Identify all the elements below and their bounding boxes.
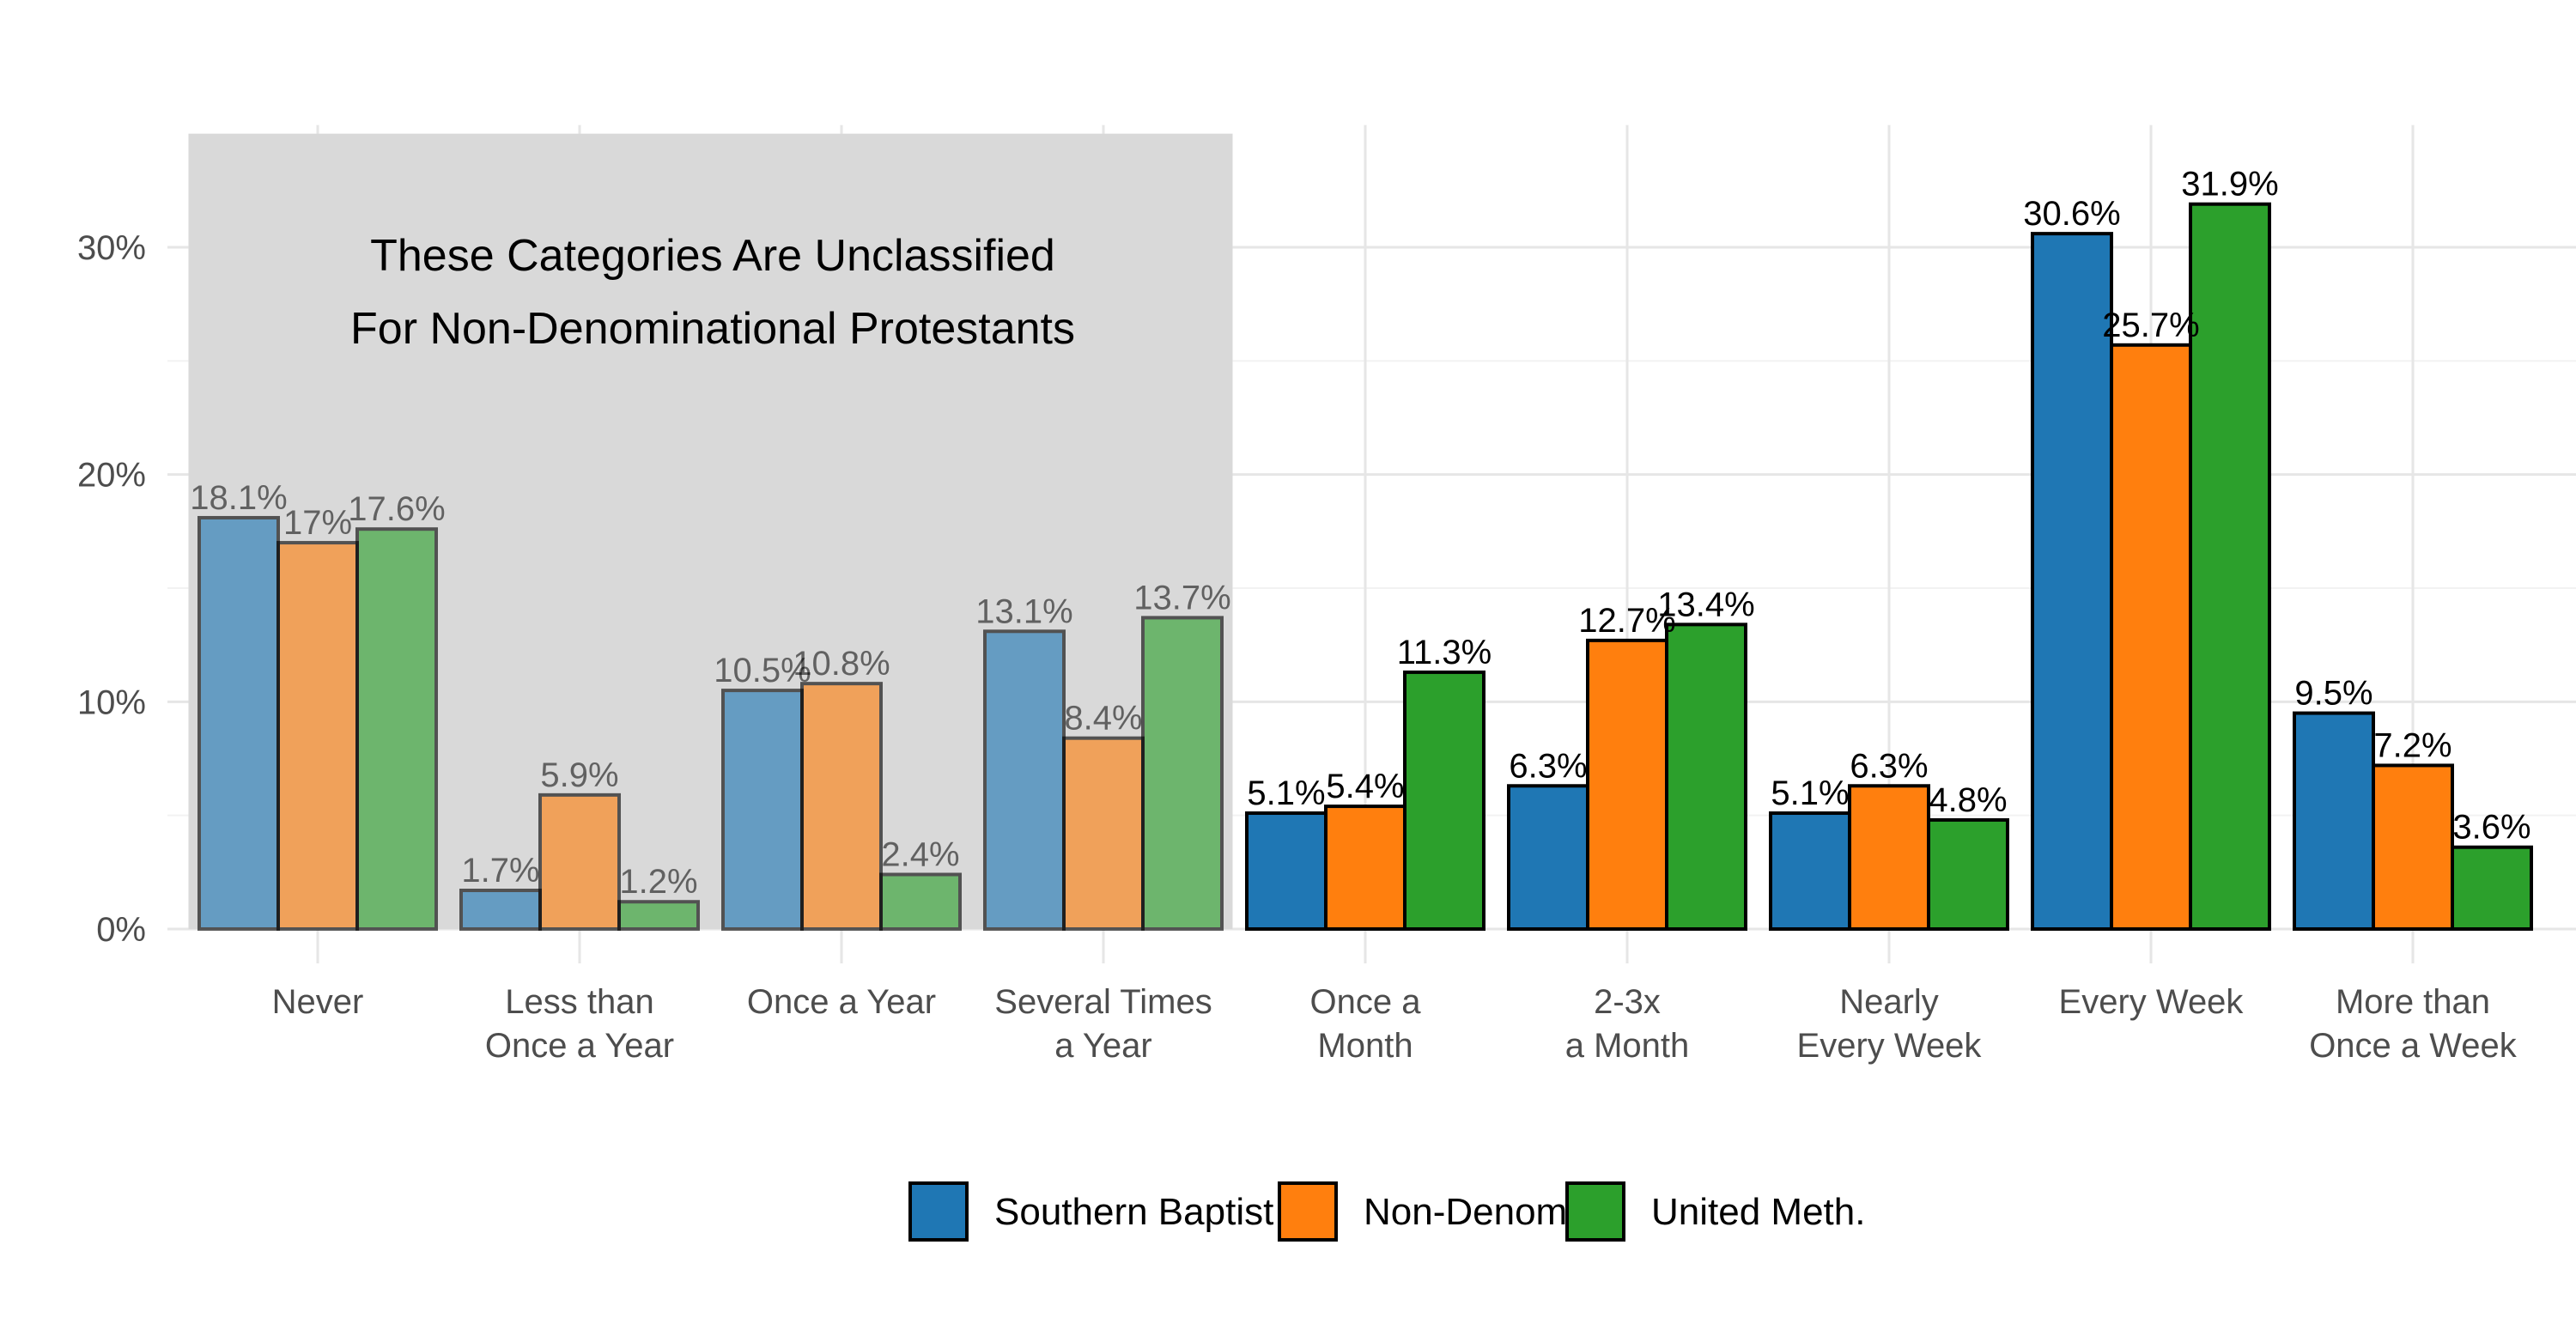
data-label: 5.9%: [540, 756, 618, 794]
data-labels: 18.1%17%17.6% 1.7% 5.9% 1.2% 10.5%10.8% 2.4% 1…: [190, 166, 2530, 902]
bar: [459, 889, 542, 932]
bar: [721, 689, 804, 931]
bar: [1927, 817, 2009, 932]
data-label: 17%: [283, 504, 352, 542]
data-label: 4.8%: [1929, 781, 2007, 819]
data-label: 6.3%: [1509, 747, 1587, 785]
annotation: These Categories Are Unclassified For No…: [350, 231, 1075, 354]
bar: [2372, 763, 2454, 931]
data-label: 5.4%: [1326, 768, 1404, 805]
x-tick-label: Several Times: [994, 983, 1212, 1021]
x-tick-label: Once a Year: [747, 983, 936, 1021]
x-tick-label: Less than: [505, 983, 653, 1021]
data-label: 8.4%: [1064, 700, 1142, 738]
bar: [1586, 638, 1668, 932]
x-tick-label: Month: [1317, 1027, 1413, 1065]
x-tick-label: 2-3x: [1594, 983, 1661, 1021]
bar: [617, 900, 700, 931]
bar: [1507, 784, 1589, 932]
legend-label: United Meth.: [1651, 1191, 1865, 1233]
x-tick-label: Nearly: [1839, 983, 1939, 1021]
data-label: 31.9%: [2181, 166, 2278, 203]
data-label: 17.6%: [348, 490, 445, 528]
data-label: 7.2%: [2373, 726, 2451, 764]
x-tick-label: Once a: [1310, 983, 1422, 1021]
bar: [355, 527, 438, 931]
bar: [983, 629, 1066, 932]
bar: [2451, 845, 2533, 931]
bar: [800, 682, 883, 931]
data-label: 10.5%: [714, 652, 811, 689]
annotation-line-1: These Categories Are Unclassified: [370, 231, 1055, 281]
x-tick-label: Every Week: [2059, 983, 2245, 1021]
bar: [1062, 736, 1145, 931]
bar: [197, 515, 280, 931]
bar: [1848, 784, 1930, 932]
bars: [197, 202, 2533, 932]
annotation-line-2: For Non-Denominational Protestants: [350, 304, 1075, 354]
bar: [538, 793, 621, 932]
x-tick-label: a Year: [1054, 1027, 1151, 1065]
data-label: 10.8%: [793, 645, 890, 683]
bar: [2110, 343, 2192, 932]
bar: [1665, 622, 1747, 931]
bar: [1403, 670, 1485, 932]
data-label: 1.7%: [461, 852, 539, 890]
data-label: 12.7%: [1578, 602, 1675, 640]
bar: [2293, 711, 2375, 931]
data-label: 1.2%: [619, 863, 697, 901]
x-tick-label: Never: [272, 983, 364, 1021]
data-label: 5.1%: [1247, 774, 1325, 812]
data-label: 25.7%: [2102, 307, 2199, 344]
axes: 0% 10% 20% 30% Never Less than Once a Year Once…: [77, 229, 2518, 1065]
x-tick-label: Once a Year: [485, 1027, 674, 1065]
bar: [2031, 232, 2113, 931]
data-label: 13.7%: [1133, 579, 1230, 616]
bar: [1324, 805, 1406, 932]
legend-swatch: [1278, 1181, 1338, 1242]
y-tick-label: 20%: [77, 457, 146, 495]
bar: [1245, 811, 1327, 932]
legend-label: Southern Baptist: [994, 1191, 1273, 1233]
y-tick-label: 10%: [77, 683, 146, 721]
bar: [1769, 811, 1851, 932]
data-label: 18.1%: [190, 479, 287, 517]
data-label: 2.4%: [881, 835, 959, 873]
data-label: 11.3%: [1397, 634, 1492, 671]
bar: [1141, 616, 1224, 931]
data-label: 5.1%: [1771, 774, 1849, 812]
x-tick-label: More than: [2336, 983, 2490, 1021]
y-tick-label: 30%: [77, 229, 146, 267]
legend: Southern Baptist Non-Denom United Meth.: [908, 1181, 1865, 1242]
x-tick-label: a Month: [1565, 1027, 1690, 1065]
data-label: 30.6%: [2023, 195, 2120, 233]
bar: [879, 872, 962, 931]
data-label: 13.4%: [1657, 586, 1754, 623]
bar: [2189, 202, 2271, 932]
data-label: 3.6%: [2452, 809, 2530, 847]
legend-label: Non-Denom: [1364, 1191, 1567, 1233]
bar: [276, 541, 359, 931]
legend-swatch: [1565, 1181, 1625, 1242]
data-label: 6.3%: [1850, 747, 1928, 785]
x-tick-label: Every Week: [1797, 1027, 1983, 1065]
data-label: 13.1%: [975, 592, 1072, 630]
x-tick-label: Once a Week: [2309, 1027, 2518, 1065]
data-label: 9.5%: [2294, 675, 2372, 713]
legend-swatch: [908, 1181, 969, 1242]
y-tick-label: 0%: [96, 911, 146, 949]
